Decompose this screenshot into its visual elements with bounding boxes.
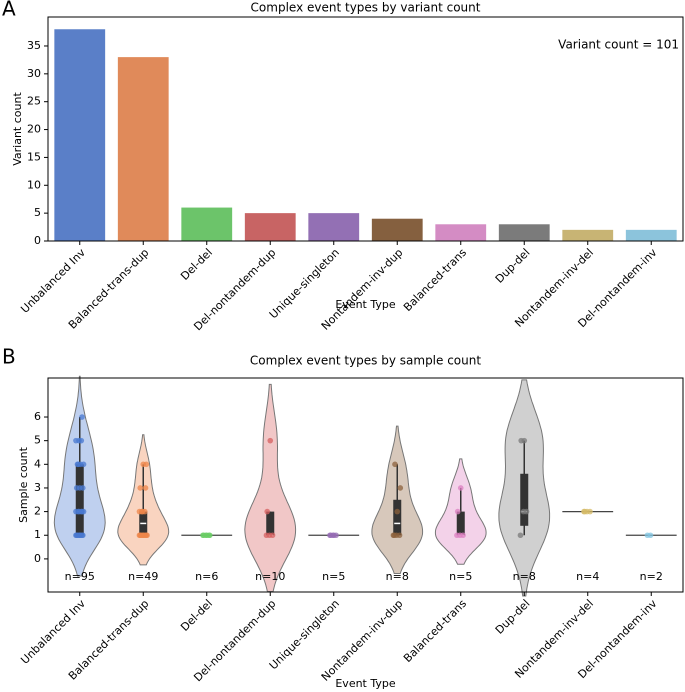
y-tick-label: 15 <box>27 150 41 163</box>
data-point <box>76 437 82 444</box>
data-point <box>523 508 530 515</box>
y-axis-label: Variant count <box>11 92 24 166</box>
bar <box>308 213 360 241</box>
y-tick-label: 35 <box>27 39 41 52</box>
n-label: n=10 <box>255 570 285 583</box>
y-tick-label: 3 <box>34 481 41 494</box>
data-point <box>75 461 82 468</box>
n-label: n=4 <box>576 570 599 583</box>
data-point <box>391 532 398 539</box>
bar <box>562 229 614 241</box>
data-point <box>460 532 466 539</box>
y-tick-label: 4 <box>34 457 41 470</box>
n-label: n=6 <box>195 570 218 583</box>
y-axis-label: Sample count <box>17 446 30 522</box>
data-point <box>392 461 398 468</box>
data-point <box>142 485 149 491</box>
bar <box>435 224 487 241</box>
y-tick-label: 2 <box>34 505 41 518</box>
data-point <box>397 485 404 491</box>
y-tick-label: 30 <box>27 67 41 80</box>
data-point <box>80 461 87 468</box>
y-tick-label: 5 <box>34 206 41 219</box>
y-tick-label: 1 <box>34 528 41 541</box>
y-tick-label: 0 <box>34 552 41 565</box>
data-point <box>137 485 144 491</box>
data-point <box>206 532 213 539</box>
box-body <box>393 499 402 536</box>
box-body <box>266 511 275 536</box>
x-tick-label: Dup-del <box>493 597 533 637</box>
plot-frame <box>47 16 684 242</box>
data-point <box>79 508 85 515</box>
y-tick-label: 10 <box>27 178 41 191</box>
data-point <box>330 532 337 539</box>
y-tick-label: 0 <box>34 234 41 247</box>
data-point <box>143 461 150 468</box>
data-point <box>269 532 276 539</box>
x-tick-label: Del-del <box>178 246 215 283</box>
data-point <box>267 437 274 444</box>
x-axis-label: Event Type <box>335 677 396 690</box>
data-point <box>79 485 86 491</box>
bar <box>54 29 106 241</box>
data-point <box>457 485 464 491</box>
bar <box>625 229 677 241</box>
chart-title: Complex event types by variant count <box>251 1 481 15</box>
bar <box>498 224 550 241</box>
n-label: n=49 <box>128 570 158 583</box>
n-label: n=5 <box>322 570 345 583</box>
n-label: n=2 <box>640 570 663 583</box>
y-tick-label: 6 <box>34 410 41 423</box>
data-point <box>647 532 654 539</box>
box-body <box>456 511 465 536</box>
data-point <box>394 508 401 515</box>
n-label: n=5 <box>449 570 472 583</box>
bar <box>181 207 233 241</box>
box-body <box>75 464 84 536</box>
data-point <box>77 532 84 539</box>
x-axis-label: Event Type <box>335 298 396 311</box>
bar <box>117 57 169 242</box>
data-point <box>139 508 146 515</box>
n-label: n=8 <box>513 570 536 583</box>
y-tick-label: 25 <box>27 95 41 108</box>
n-label: n=8 <box>386 570 409 583</box>
data-point <box>79 414 85 420</box>
data-point <box>396 532 403 539</box>
x-tick-label: Unbalanced Inv <box>18 597 88 667</box>
violin-body <box>244 383 297 592</box>
data-point <box>517 532 524 539</box>
data-point <box>521 437 528 444</box>
x-tick-label: Unbalanced Inv <box>18 246 88 316</box>
panel-label: A <box>2 0 16 21</box>
x-tick-label: Dup-del <box>493 246 533 286</box>
data-point <box>264 508 271 515</box>
chart-title: Complex event types by sample count <box>250 354 481 368</box>
bar <box>244 213 296 241</box>
data-point <box>587 508 593 515</box>
plot-frame <box>47 377 684 593</box>
x-tick-label: Balanced-trans <box>401 246 469 314</box>
annotation: Variant count = 101 <box>558 38 679 52</box>
x-tick-label: Balanced-trans <box>401 597 469 665</box>
y-tick-label: 20 <box>27 123 41 136</box>
data-point <box>454 508 461 515</box>
data-point <box>144 532 150 539</box>
y-tick-label: 5 <box>34 434 41 447</box>
bar <box>371 218 423 241</box>
x-tick-label: Unique-singleton <box>267 597 342 672</box>
x-tick-label: Del-del <box>178 597 215 634</box>
box-body <box>520 473 529 526</box>
x-tick-label: Unique-singleton <box>267 246 342 321</box>
panel-label: B <box>2 345 16 369</box>
n-label: n=95 <box>65 570 95 583</box>
data-point <box>581 508 588 515</box>
